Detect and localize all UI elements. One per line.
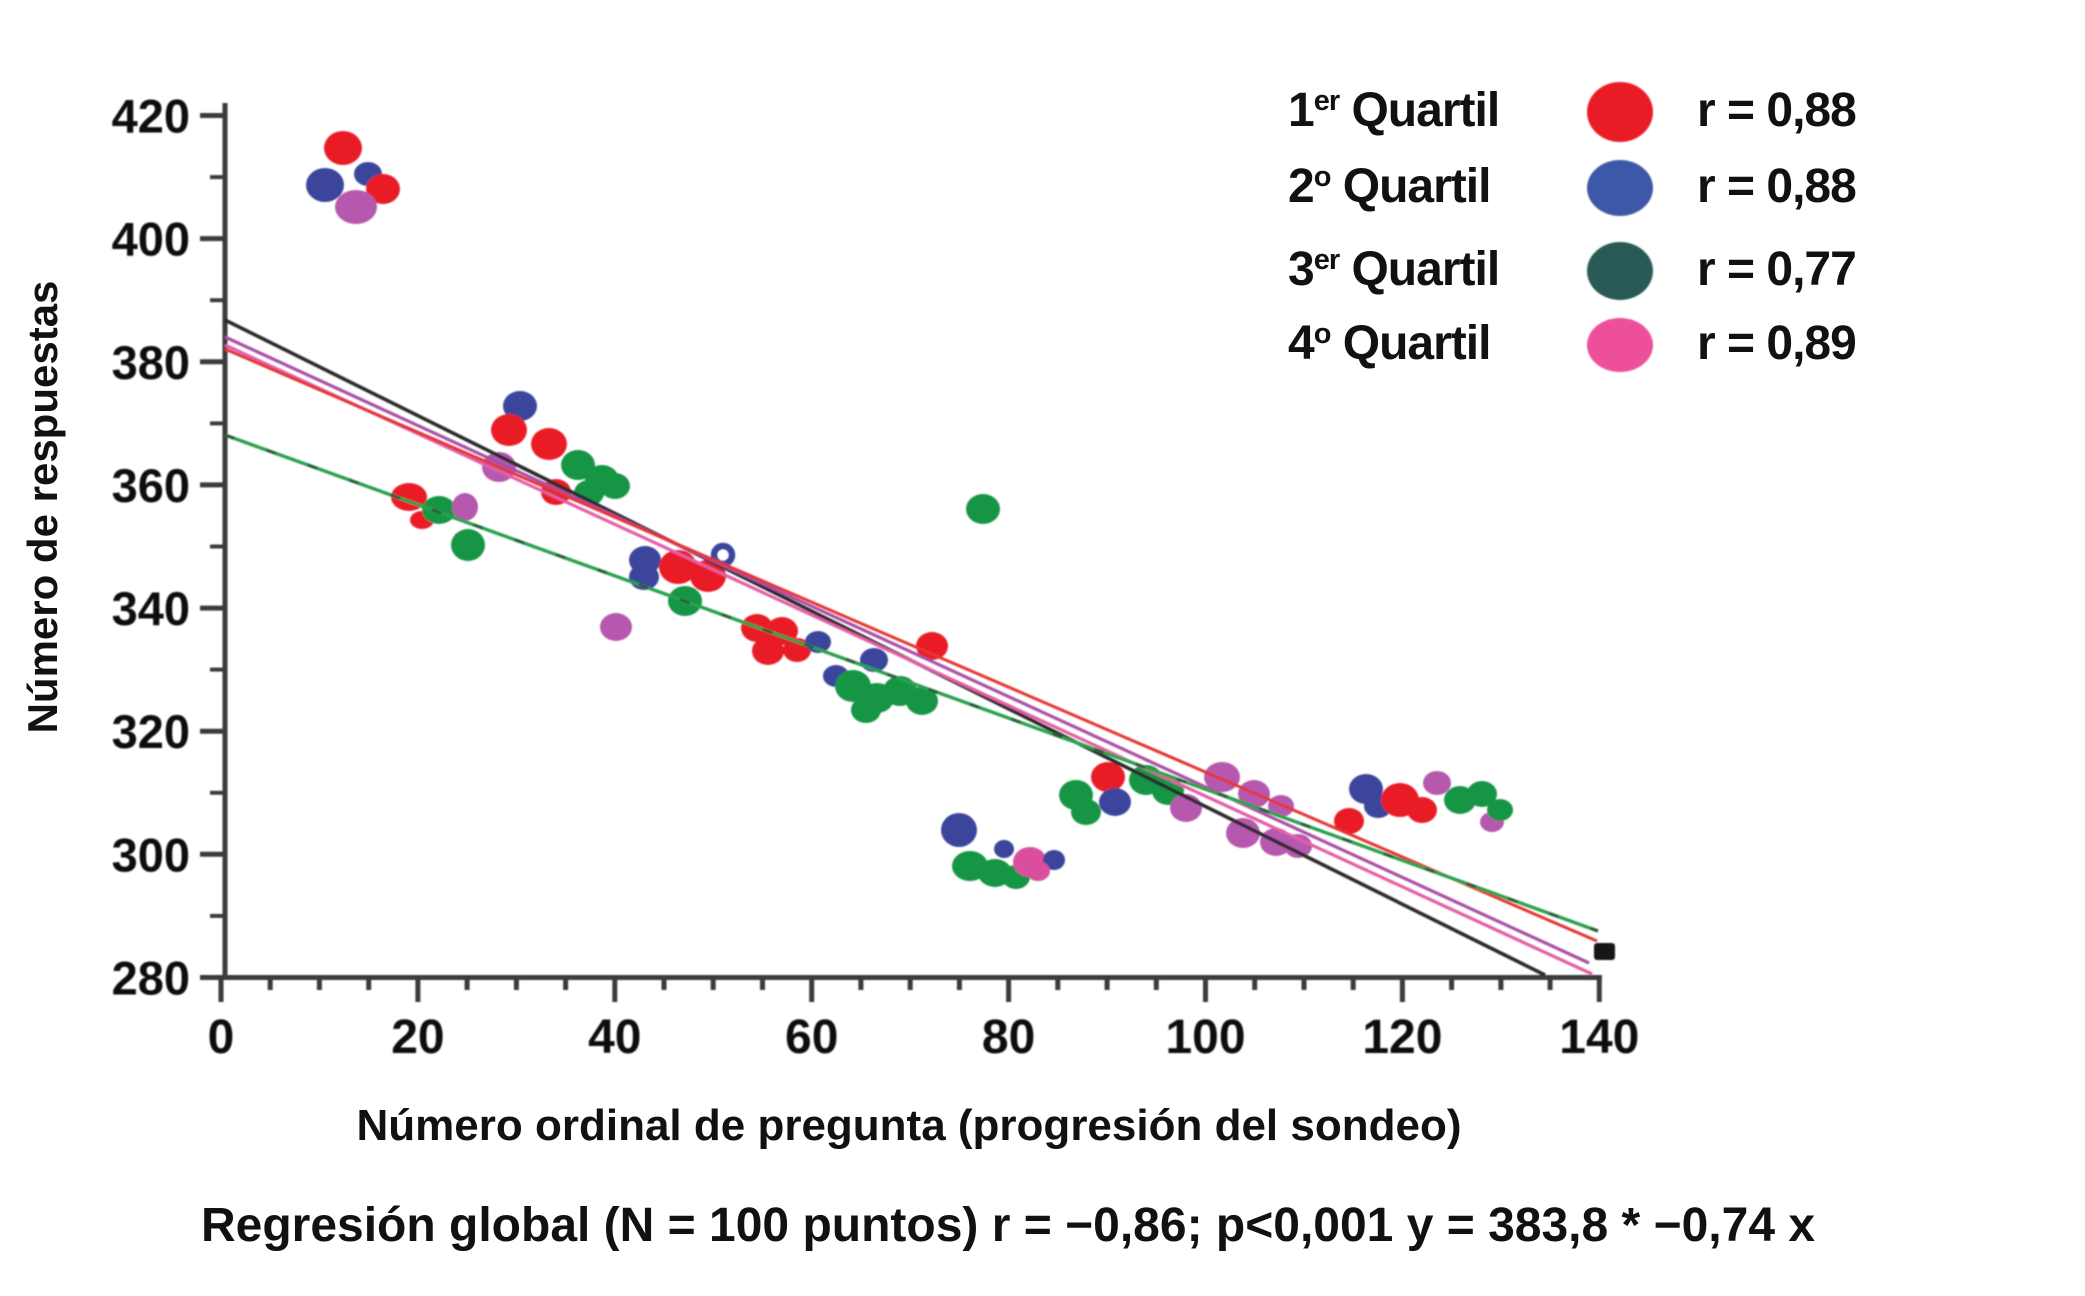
svg-text:r = 0,89: r = 0,89 (1697, 317, 1856, 370)
svg-text:40: 40 (588, 1011, 641, 1064)
svg-text:r = 0,77: r = 0,77 (1697, 243, 1856, 296)
svg-text:2o Quartil: 2o Quartil (1288, 160, 1490, 213)
svg-text:60: 60 (785, 1011, 838, 1064)
svg-text:340: 340 (112, 582, 190, 635)
svg-text:80: 80 (982, 1011, 1035, 1064)
svg-text:120: 120 (1362, 1011, 1442, 1064)
svg-text:4o Quartil: 4o Quartil (1288, 317, 1490, 370)
svg-text:Número de respuestas: Número de respuestas (19, 281, 66, 734)
svg-text:400: 400 (112, 213, 190, 266)
svg-text:Número ordinal de pregunta (pr: Número ordinal de pregunta (progresión d… (357, 1101, 1462, 1150)
svg-text:300: 300 (112, 828, 190, 881)
svg-text:r = 0,88: r = 0,88 (1697, 84, 1856, 137)
svg-text:280: 280 (112, 952, 190, 1005)
svg-text:380: 380 (112, 336, 190, 389)
svg-text:Regresión global (N = 100 punt: Regresión global (N = 100 puntos) r = −0… (201, 1199, 1815, 1252)
svg-text:360: 360 (112, 459, 190, 512)
svg-text:20: 20 (391, 1011, 444, 1064)
svg-text:320: 320 (112, 705, 190, 758)
svg-text:r = 0,88: r = 0,88 (1697, 160, 1856, 213)
svg-text:140: 140 (1559, 1011, 1639, 1064)
svg-text:100: 100 (1165, 1011, 1245, 1064)
svg-text:420: 420 (112, 90, 190, 143)
svg-text:0: 0 (208, 1011, 235, 1064)
